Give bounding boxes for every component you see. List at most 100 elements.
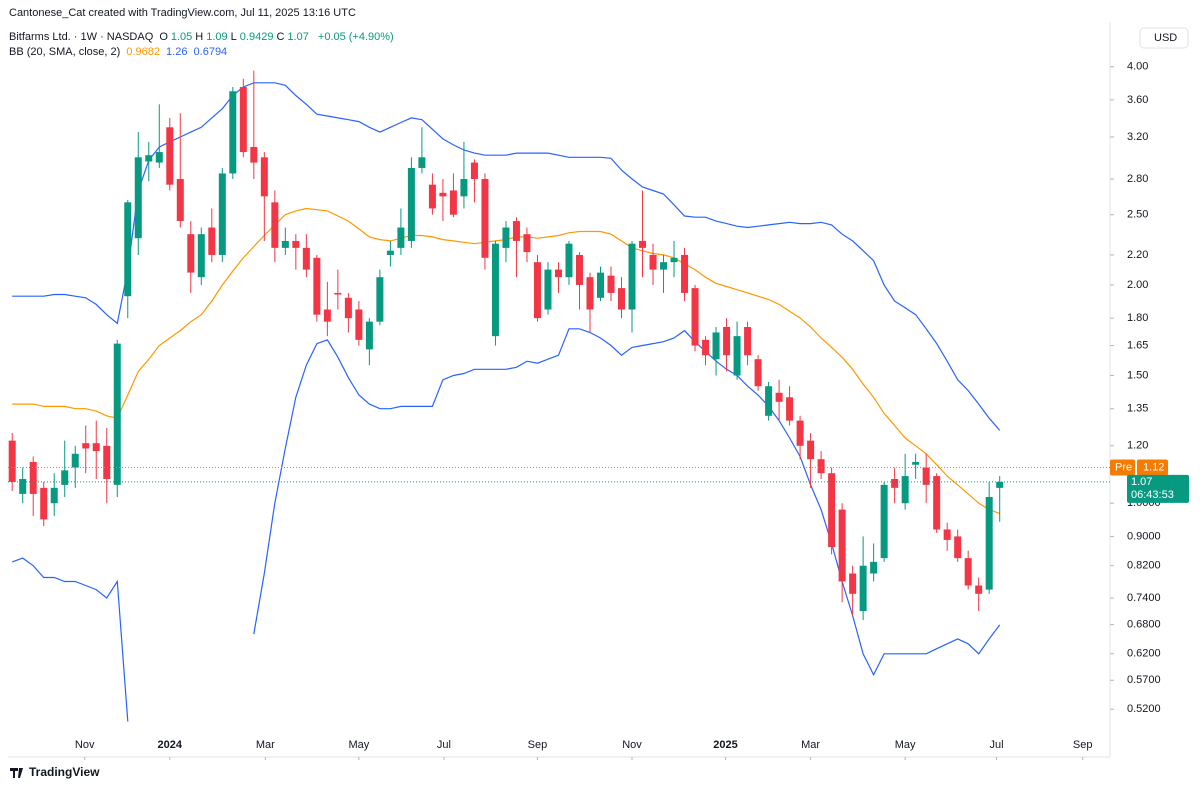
candle-body: [954, 536, 962, 559]
x-tick-label: Sep: [1073, 739, 1093, 751]
indicator-value: 1.26: [166, 46, 188, 58]
candle-body: [681, 254, 689, 293]
y-tick-label: 4.00: [1127, 61, 1148, 73]
candle-body: [386, 250, 394, 255]
candle-body: [19, 478, 27, 494]
candle-body: [575, 254, 583, 285]
ohlc-key: O: [159, 31, 168, 43]
candle-body: [124, 202, 132, 297]
candle-body: [376, 277, 384, 322]
candle-body: [859, 565, 867, 612]
candle-body: [187, 234, 195, 273]
candle-body: [660, 262, 668, 270]
candle-body: [355, 309, 363, 340]
y-tick-label: 1.20: [1127, 440, 1148, 452]
y-tick-label: 0.6800: [1127, 619, 1161, 631]
candle-body: [985, 496, 993, 590]
candle-body: [786, 397, 794, 421]
y-tick-label: 2.80: [1127, 173, 1148, 185]
currency-button[interactable]: [1139, 27, 1189, 49]
candle-body: [901, 476, 909, 504]
plot: [8, 70, 1004, 722]
candle-body: [523, 234, 531, 253]
candle-body: [92, 443, 100, 452]
candle-body: [470, 162, 478, 180]
candle-body: [975, 585, 983, 594]
y-tick-label: 1.35: [1127, 403, 1148, 415]
candle-body: [397, 227, 405, 248]
ohlc-value: 1.05: [170, 31, 193, 43]
candle-body: [838, 509, 846, 582]
price-tag: [1137, 459, 1168, 476]
price-tag-value: 1.12: [1143, 461, 1164, 473]
candle-body: [40, 487, 48, 520]
ohlc-key: C: [276, 31, 285, 43]
candle-body: [239, 87, 247, 153]
currency[interactable]: USD: [1154, 32, 1177, 44]
y-tick-label: 0.9000: [1127, 530, 1161, 542]
y-tick-label: 0.8200: [1127, 560, 1161, 572]
candle-body: [176, 179, 184, 222]
y-tick-label: 1.80: [1127, 312, 1148, 324]
candle-body: [691, 288, 699, 346]
candle-body: [460, 179, 468, 197]
candle-body: [365, 321, 373, 350]
band-line: [11, 328, 1001, 722]
indicator-value: 0.6794: [193, 46, 228, 58]
candle-body: [607, 275, 615, 293]
candle-body: [281, 240, 289, 248]
x-tick-label: May: [348, 739, 369, 751]
y-tick-label: 1.50: [1127, 369, 1148, 381]
candle-body: [807, 440, 815, 460]
candle-body: [208, 227, 216, 255]
candle-body: [439, 192, 447, 197]
price-tag-value: 1.07: [1131, 476, 1152, 488]
x-tick-label: Jul: [437, 739, 451, 751]
candle-body: [817, 459, 825, 474]
candle-body: [218, 173, 226, 255]
candle-body: [639, 240, 647, 248]
candle-body: [943, 529, 951, 540]
change: +0.05 (+4.90%): [317, 31, 394, 43]
candle-body: [912, 461, 920, 465]
candle-body: [407, 167, 415, 241]
candle-body: [670, 257, 678, 263]
candle-body: [250, 146, 258, 163]
y-tick-label: 0.5200: [1127, 703, 1161, 715]
y-tick-label: 3.60: [1127, 94, 1148, 106]
x-tick-label: May: [895, 739, 916, 751]
candle-body: [754, 359, 762, 387]
candle-body: [428, 184, 436, 209]
symbol-title: Bitfarms Ltd. · 1W · NASDAQ: [9, 31, 154, 43]
candle-body: [449, 190, 457, 215]
ohlc-value: 1.09: [206, 31, 228, 43]
candle-body: [796, 420, 804, 446]
candle-body: [828, 473, 836, 548]
price-tag-label: Pre: [1115, 461, 1132, 473]
candle-body: [733, 336, 741, 376]
candle-body: [586, 277, 594, 310]
candle-body: [702, 339, 710, 356]
price-tag: [1127, 474, 1189, 503]
candle-body: [113, 343, 121, 485]
candle-body: [61, 470, 69, 485]
candle-body: [933, 476, 941, 530]
x-tick-label: 2024: [158, 739, 183, 751]
candle-body: [775, 392, 783, 402]
price-tag: [1110, 459, 1135, 476]
y-tick-label: 2.50: [1127, 209, 1148, 221]
x-tick-label: Jul: [990, 739, 1004, 751]
candle-body: [891, 478, 899, 488]
candle-body: [849, 573, 857, 594]
x-tick-label: Mar: [801, 739, 820, 751]
candle-body: [418, 157, 426, 168]
x-tick-label: Nov: [75, 739, 95, 751]
y-tick-label: 3.20: [1127, 131, 1148, 143]
ohlc: O 1.05 H 1.09 L 0.9429 C 1.07: [159, 31, 312, 43]
candle-body: [166, 127, 174, 185]
candle-body: [292, 240, 300, 248]
candle-body: [50, 487, 58, 504]
